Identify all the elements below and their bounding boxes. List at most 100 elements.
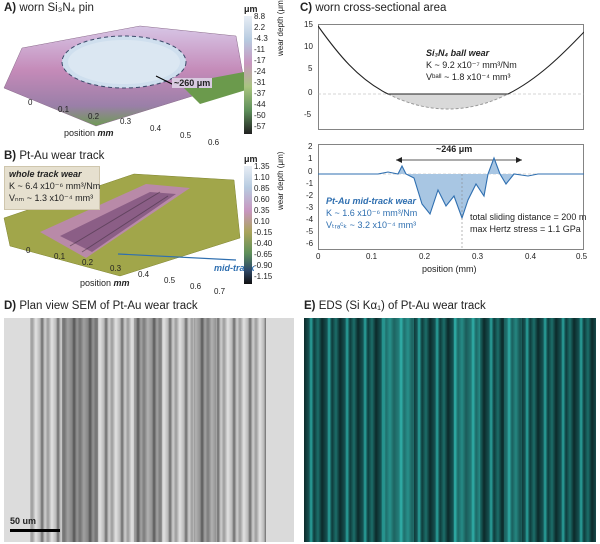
c-bottom-svg xyxy=(318,144,584,250)
c-top-ytick: 0 xyxy=(308,88,313,97)
c-bottom-ytick: -5 xyxy=(306,227,314,236)
b-tick: 0.4 xyxy=(138,270,150,279)
a-cbar-tick: -17 xyxy=(254,56,266,65)
b-cbar-tick: -1.15 xyxy=(254,272,273,281)
a-cbar-tick: -11 xyxy=(254,45,265,54)
b-tick: 0.5 xyxy=(164,276,176,285)
b-cbar-tick: 0.10 xyxy=(254,217,270,226)
c-top-ytick: -5 xyxy=(304,110,312,119)
b-unit: μm xyxy=(244,154,258,164)
e-bright-band xyxy=(454,318,480,542)
c-ball-v: Vᵇᵃˡˡ ~ 1.8 x10⁻⁴ mm³ xyxy=(426,72,511,82)
b-cbar-tick: 0.60 xyxy=(254,195,270,204)
b-tick: 0.7 xyxy=(214,287,226,296)
c-xtick: 0.3 xyxy=(472,252,484,261)
a-cbar-tick: -31 xyxy=(254,78,266,87)
d-left-margin xyxy=(4,318,30,542)
c-bottom-ytick: -6 xyxy=(306,239,314,248)
c-bottom-ytick: 2 xyxy=(308,142,313,151)
c-bottom-ytick: 0 xyxy=(308,167,313,176)
panel-a-colorbar: μm 8.8 2.2 -4.3 -11 -17 -24 -31 -37 -44 … xyxy=(244,4,284,138)
a-tick: 0.2 xyxy=(88,112,100,121)
c-bottom-ylabel: wear depth (μm) xyxy=(276,151,285,210)
c-ball-k: K ~ 9.2 x10⁻⁷ mm³/Nm xyxy=(426,60,517,70)
a-tick: 0 xyxy=(28,98,33,107)
b-box-title: whole track wear xyxy=(9,169,82,179)
panel-d-title: D) Plan view SEM of Pt-Au wear track xyxy=(4,300,198,312)
e-bright-band xyxy=(384,318,414,542)
c-pt-title: Pt-Au mid-track wear xyxy=(326,196,417,206)
d-right-margin xyxy=(266,318,294,542)
c-top-ytick: 15 xyxy=(304,20,313,29)
c-bottom-ytick: -2 xyxy=(306,191,314,200)
c-xtick: 0 xyxy=(316,252,321,261)
d-scale-bar xyxy=(10,529,60,532)
b-cbar-tick: -0.65 xyxy=(254,250,273,259)
b-axis-label: position mm xyxy=(80,278,130,288)
c-sliding: total sliding distance = 200 m xyxy=(470,212,587,222)
c-bottom-ytick: -1 xyxy=(306,179,314,188)
a-tick: 0.5 xyxy=(180,131,192,140)
c-xtick: 0.2 xyxy=(419,252,431,261)
a-cbar-tick: 8.8 xyxy=(254,12,266,21)
c-bottom-ytick: -3 xyxy=(306,203,314,212)
a-colorbar-gradient xyxy=(244,16,252,134)
a-unit: μm xyxy=(244,4,258,14)
c-xtick: 0.5 xyxy=(576,252,588,261)
a-tick: 0.6 xyxy=(208,138,220,147)
panel-e-title: E) EDS (Si Kα₁) of Pt-Au wear track xyxy=(304,300,486,312)
a-cbar-tick: -44 xyxy=(254,100,266,109)
b-box-k: K ~ 6.4 x10⁻⁶ mm³/Nm xyxy=(9,181,101,191)
b-cbar-tick: -0.15 xyxy=(254,228,273,237)
c-top-ytick: 10 xyxy=(304,42,313,51)
e-bright-band xyxy=(504,318,522,542)
b-box-v: Vₙₘ ~ 1.3 x10⁻⁴ mm³ xyxy=(9,193,94,203)
a-cbar-tick: -57 xyxy=(254,122,266,131)
panel-b-title: B) Pt-Au wear track xyxy=(4,150,105,162)
panel-c-top-plot: wear depth (μm) 15 10 5 0 -5 Si₃N₄ ball … xyxy=(276,0,596,136)
a-tick: 0.1 xyxy=(58,105,70,114)
b-cbar-tick: -0.90 xyxy=(254,261,273,270)
a-cbar-tick: -4.3 xyxy=(254,34,268,43)
b-tick: 0.1 xyxy=(54,252,66,261)
c-top-ytick: 5 xyxy=(308,64,313,73)
b-colorbar-gradient xyxy=(244,166,252,284)
c-width-annotation: ~246 μm xyxy=(436,144,473,154)
a-cbar-tick: 2.2 xyxy=(254,23,266,32)
d-dark-band xyxy=(194,318,216,542)
panel-b-info-box: whole track wear K ~ 6.4 x10⁻⁶ mm³/Nm Vₙ… xyxy=(4,166,100,210)
c-top-svg xyxy=(318,24,584,130)
a-cbar-tick: -37 xyxy=(254,89,266,98)
c-ball-title: Si₃N₄ ball wear xyxy=(426,48,490,58)
panel-e-eds-image xyxy=(304,318,596,542)
panel-a-title: A) worn Si₃N₄ pin xyxy=(4,2,94,14)
panel-d-sem-image: 50 um xyxy=(4,318,294,542)
a-colorbar-ticks: 8.8 2.2 -4.3 -11 -17 -24 -31 -37 -44 -50… xyxy=(254,12,284,138)
panel-c-bottom-plot: ~246 μm wear depth (μm) 2 1 0 -1 -2 -3 -… xyxy=(276,140,596,295)
d-dark-band xyxy=(62,318,98,542)
b-cbar-tick: -0.40 xyxy=(254,239,273,248)
b-cbar-tick: 1.10 xyxy=(254,173,270,182)
b-cbar-tick: 0.85 xyxy=(254,184,270,193)
c-xtick: 0.4 xyxy=(525,252,537,261)
c-hertz: max Hertz stress = 1.1 GPa xyxy=(470,224,581,234)
b-tick: 0 xyxy=(26,246,31,255)
c-pt-k: K ~ 1.6 x10⁻⁶ mm³/Nm xyxy=(326,208,418,218)
b-colorbar-ticks: 1.35 1.10 0.85 0.60 0.35 0.10 -0.15 -0.4… xyxy=(254,162,284,288)
panel-c-title: C) worn cross-sectional area xyxy=(300,2,447,14)
b-tick: 0.2 xyxy=(82,258,94,267)
d-scale-label: 50 um xyxy=(10,516,37,526)
c-bottom-ytick: -4 xyxy=(306,215,314,224)
c-pt-v: Vₜᵣₐᶜₖ ~ 3.2 x10⁻⁴ mm³ xyxy=(326,220,417,230)
a-cbar-tick: -50 xyxy=(254,111,266,120)
a-axis-label: position mm xyxy=(64,128,114,138)
panel-a-annotation: ~260 μm xyxy=(172,78,213,88)
b-cbar-tick: 1.35 xyxy=(254,162,270,171)
c-bottom-ytick: 1 xyxy=(308,154,313,163)
c-top-ylabel: wear depth (μm) xyxy=(276,0,285,56)
panel-a-surface xyxy=(3,25,246,127)
c-xtick: 0.1 xyxy=(366,252,378,261)
a-cbar-tick: -24 xyxy=(254,67,266,76)
d-dark-band xyxy=(134,318,162,542)
a-tick: 0.3 xyxy=(120,117,132,126)
